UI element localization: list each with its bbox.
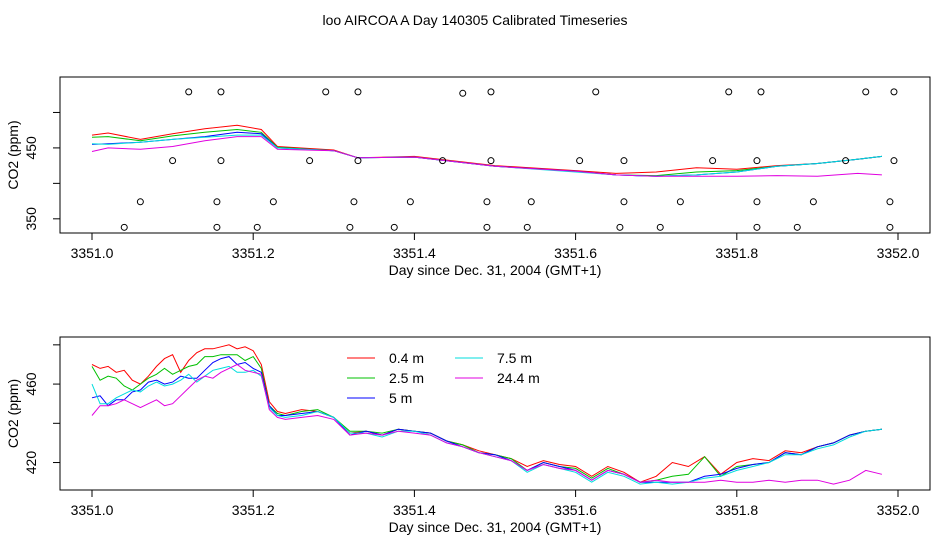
data-point-marker bbox=[709, 157, 717, 165]
data-point-marker bbox=[306, 157, 314, 165]
bottom-panel: 3351.0 3351.2 3351.4 3351.6 3351.8 3352.0 Day … bbox=[5, 336, 931, 535]
chart-title: loo AIRCOA A Day 140305 Calibrated Times… bbox=[322, 12, 627, 28]
x-tick-label: 3351.0 bbox=[71, 245, 114, 261]
data-point-marker bbox=[793, 223, 801, 231]
data-point-marker bbox=[527, 198, 535, 206]
data-point-marker bbox=[483, 223, 491, 231]
series-line-3 bbox=[91, 131, 882, 177]
data-point-marker bbox=[487, 157, 495, 165]
y-axis-label: CO2 (ppm) bbox=[5, 379, 21, 448]
data-point-marker bbox=[725, 88, 733, 96]
data-point-marker bbox=[213, 198, 221, 206]
data-point-marker bbox=[406, 198, 414, 206]
data-point-marker bbox=[753, 223, 761, 231]
x-axis-label: Day since Dec. 31, 2004 (GMT+1) bbox=[389, 262, 602, 278]
y-tick-label: 450 bbox=[23, 136, 39, 160]
series-line-3 bbox=[91, 356, 882, 483]
data-point-marker bbox=[753, 198, 761, 206]
legend-label: 5 m bbox=[389, 390, 412, 406]
series-line-2 bbox=[91, 354, 882, 483]
x-axis-label: Day since Dec. 31, 2004 (GMT+1) bbox=[389, 519, 602, 535]
x-tick-label: 3351.4 bbox=[393, 245, 436, 261]
plot-frame bbox=[59, 76, 931, 234]
data-point-marker bbox=[676, 198, 684, 206]
data-point-marker bbox=[620, 198, 628, 206]
data-point-marker bbox=[656, 223, 664, 231]
data-point-marker bbox=[354, 88, 362, 96]
legend-label: 24.4 m bbox=[497, 370, 540, 386]
data-point-marker bbox=[185, 88, 193, 96]
legend-label: 0.4 m bbox=[389, 350, 424, 366]
data-point-marker bbox=[757, 88, 765, 96]
data-point-marker bbox=[620, 157, 628, 165]
legend-label: 2.5 m bbox=[389, 370, 424, 386]
data-point-marker bbox=[886, 223, 894, 231]
data-point-marker bbox=[890, 88, 898, 96]
x-tick-label: 3351.8 bbox=[715, 245, 758, 261]
data-point-marker bbox=[862, 88, 870, 96]
data-point-marker bbox=[459, 89, 467, 97]
x-tick-label: 3352.0 bbox=[877, 245, 920, 261]
data-point-marker bbox=[322, 88, 330, 96]
series-line-5 bbox=[91, 136, 882, 177]
legend-label: 7.5 m bbox=[497, 350, 532, 366]
top-panel: 3351.0 3351.2 3351.4 3351.6 3351.8 3352.0 Day … bbox=[5, 76, 931, 278]
data-point-marker bbox=[350, 198, 358, 206]
series-line-4 bbox=[91, 365, 882, 485]
legend: 0.4 m 2.5 m 5 m 7.5 m 24.4 m bbox=[347, 350, 540, 406]
data-point-marker bbox=[753, 157, 761, 165]
data-point-marker bbox=[120, 223, 128, 231]
data-point-marker bbox=[213, 223, 221, 231]
data-point-marker bbox=[523, 223, 531, 231]
x-tick-label: 3351.2 bbox=[232, 245, 275, 261]
data-point-marker bbox=[346, 223, 354, 231]
data-point-marker bbox=[890, 157, 898, 165]
y-axis-label: CO2 (ppm) bbox=[5, 120, 21, 189]
data-point-marker bbox=[217, 157, 225, 165]
y-tick-label: 350 bbox=[23, 207, 39, 231]
x-tick-label: 3351.4 bbox=[393, 502, 436, 518]
x-tick-label: 3351.6 bbox=[554, 245, 597, 261]
data-point-marker bbox=[576, 157, 584, 165]
data-point-marker bbox=[136, 198, 144, 206]
x-tick-label: 3352.0 bbox=[877, 502, 920, 518]
plot-frame bbox=[59, 336, 931, 491]
y-tick-label: 420 bbox=[23, 451, 39, 475]
x-tick-label: 3351.0 bbox=[71, 502, 114, 518]
y-tick-label: 460 bbox=[23, 372, 39, 396]
x-tick-label: 3351.6 bbox=[554, 502, 597, 518]
data-point-marker bbox=[809, 198, 817, 206]
series-line-1 bbox=[91, 124, 882, 174]
data-point-marker bbox=[390, 223, 398, 231]
data-point-marker bbox=[483, 198, 491, 206]
data-point-marker bbox=[253, 223, 261, 231]
series-line-5 bbox=[91, 363, 883, 485]
data-point-marker bbox=[616, 223, 624, 231]
data-point-marker bbox=[487, 88, 495, 96]
x-tick-label: 3351.2 bbox=[232, 502, 275, 518]
data-point-marker bbox=[842, 157, 850, 165]
data-point-marker bbox=[169, 157, 177, 165]
data-point-marker bbox=[269, 198, 277, 206]
data-point-marker bbox=[886, 198, 894, 206]
series-line-4 bbox=[91, 134, 882, 177]
data-point-marker bbox=[439, 157, 447, 165]
data-point-marker bbox=[217, 88, 225, 96]
x-tick-label: 3351.8 bbox=[715, 502, 758, 518]
data-point-marker bbox=[592, 88, 600, 96]
data-point-marker bbox=[354, 157, 362, 165]
